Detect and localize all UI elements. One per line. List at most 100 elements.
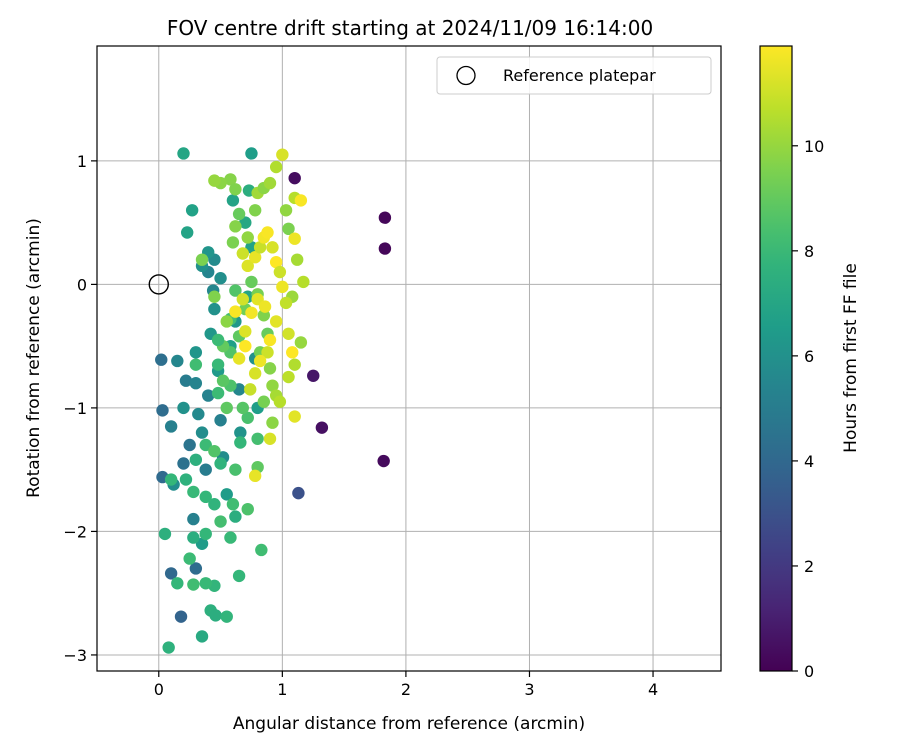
data-point [236, 401, 250, 415]
data-point [199, 438, 212, 452]
data-point [261, 346, 274, 359]
colorbar-label: Hours from first FF file [841, 263, 861, 453]
data-point [239, 339, 252, 353]
data-point [279, 296, 293, 310]
data-point [164, 420, 178, 433]
colorbar: 0 2 4 6 8 10 Hours from first FF file [759, 45, 861, 681]
data-point [288, 171, 301, 185]
grid [97, 46, 721, 671]
colorbar-tick-label: 2 [804, 557, 814, 576]
colorbar-ticks: 0 2 4 6 8 10 [792, 137, 824, 681]
data-point [229, 510, 242, 523]
data-point [288, 232, 301, 245]
data-point [174, 610, 188, 623]
data-point [185, 204, 199, 217]
data-point [232, 569, 246, 583]
data-point [189, 346, 203, 359]
data-point [290, 253, 304, 266]
data-point [189, 562, 203, 575]
data-point [248, 204, 262, 217]
colorbar-tick-label: 4 [804, 452, 814, 471]
data-point [208, 174, 221, 187]
data-point [234, 436, 247, 449]
data-point [263, 362, 277, 375]
data-point [187, 485, 200, 499]
data-point [245, 147, 258, 160]
data-point [171, 354, 184, 368]
y-tick-label: 1 [77, 152, 87, 171]
data-point [257, 395, 271, 408]
data-point [220, 315, 233, 328]
data-point [195, 426, 209, 439]
data-point [245, 306, 258, 319]
data-point [239, 325, 252, 338]
data-point [189, 377, 203, 390]
data-point [266, 416, 279, 429]
data-point [211, 358, 225, 371]
data-point [253, 354, 267, 368]
data-point [378, 242, 392, 255]
data-point [220, 401, 233, 415]
data-point [248, 367, 262, 380]
data-point [156, 404, 169, 417]
data-point [276, 148, 289, 161]
colorbar-tick-label: 10 [804, 137, 824, 156]
data-point [241, 231, 254, 244]
y-tick-label: −3 [63, 646, 87, 665]
data-point [297, 275, 310, 289]
data-point [187, 531, 200, 544]
data-point [229, 463, 242, 476]
data-point [248, 251, 262, 264]
data-point [164, 473, 178, 486]
data-point [229, 305, 242, 318]
data-point [273, 395, 287, 408]
x-tick-label: 3 [524, 680, 534, 699]
data-point [187, 512, 200, 526]
legend-box [436, 56, 712, 95]
data-point [378, 211, 392, 224]
data-point [244, 383, 257, 396]
data-point [288, 410, 301, 423]
data-point [195, 630, 209, 643]
legend-entry-reference-platepar: Reference platepar [503, 66, 656, 85]
data-point [155, 353, 168, 366]
data-point [224, 531, 237, 544]
data-point [189, 358, 203, 371]
data-point [214, 414, 227, 427]
data-point [216, 374, 230, 387]
data-point [162, 641, 175, 654]
data-point [189, 453, 203, 466]
data-point [214, 457, 227, 470]
data-point [199, 527, 212, 541]
data-point [288, 358, 301, 371]
data-point [263, 432, 277, 445]
plot-frame [96, 45, 722, 672]
data-point [177, 147, 190, 160]
legend-marker [456, 65, 476, 86]
data-point [208, 302, 221, 316]
colorbar-tick-label: 0 [804, 662, 814, 681]
data-point [209, 609, 222, 622]
data-point [234, 426, 247, 439]
data-point [177, 457, 190, 470]
x-tick-label: 0 [154, 680, 164, 699]
data-point [258, 300, 272, 313]
data-point [263, 333, 277, 347]
data-point [294, 194, 308, 207]
data-point [208, 290, 221, 303]
data-point [181, 226, 194, 239]
data-point [279, 204, 293, 217]
y-tick-label: −2 [63, 522, 87, 541]
data-point [199, 463, 212, 476]
data-point [199, 490, 212, 504]
data-point [377, 454, 390, 468]
data-point [266, 241, 279, 254]
data-point [239, 216, 252, 229]
data-point [229, 284, 242, 297]
legend: Reference platepar [436, 56, 712, 95]
data-point [307, 369, 320, 382]
colorbar-tick-label: 8 [804, 242, 814, 261]
data-point [245, 275, 258, 289]
y-axis-ticks: −3 −2 −1 0 1 [63, 152, 97, 665]
